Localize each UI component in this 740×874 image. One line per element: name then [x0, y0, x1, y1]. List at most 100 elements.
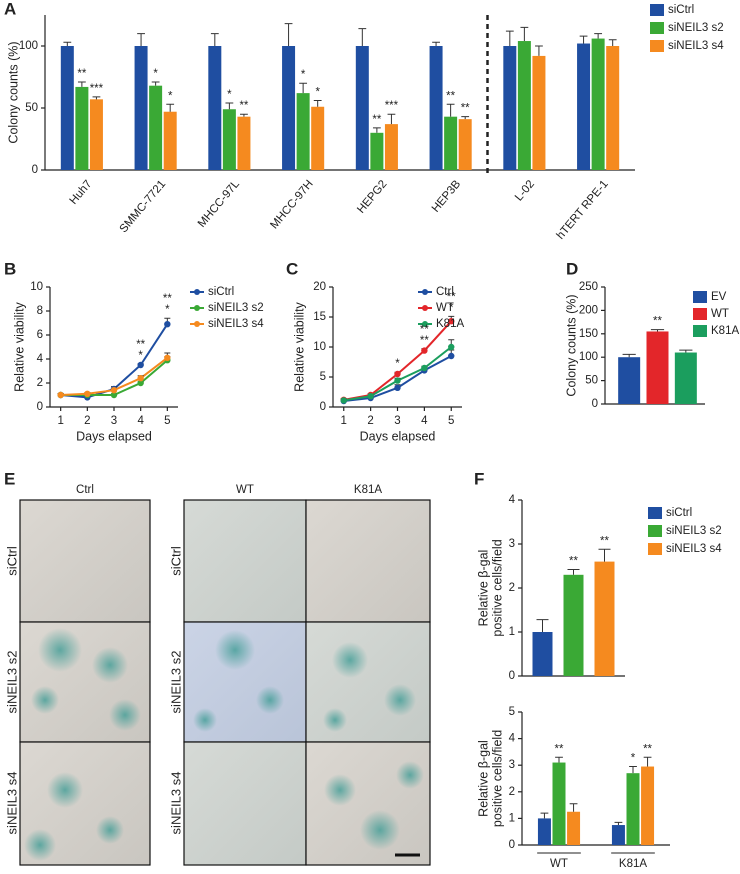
legend-marker	[422, 305, 428, 311]
point	[448, 352, 455, 360]
bar	[532, 632, 553, 676]
legend-marker	[194, 305, 200, 311]
x-tick-label: 4	[421, 415, 428, 427]
legend-label: siNEIL3 s2	[666, 525, 722, 537]
bar	[208, 46, 222, 170]
significance: **	[569, 556, 578, 568]
legend-label: siNEIL3 s2	[208, 302, 264, 314]
y-tick-label: 4	[37, 353, 44, 365]
error-bar	[622, 353, 636, 358]
x-tick-label: 1	[57, 415, 63, 427]
micrograph-tiles	[19, 499, 431, 866]
point	[110, 387, 118, 394]
y-tick-label: 2	[509, 786, 515, 798]
point	[394, 377, 401, 384]
error-bar	[92, 96, 101, 100]
point	[137, 375, 144, 382]
x-tick-label: 5	[448, 415, 454, 427]
significance: **	[555, 743, 564, 755]
bar	[646, 331, 669, 404]
y-axis-label: Relative viability	[12, 301, 26, 391]
significance: ***	[90, 83, 104, 95]
error-bar	[387, 113, 396, 125]
bar	[606, 46, 620, 170]
significance: **	[461, 103, 470, 115]
bar	[537, 818, 551, 845]
error-bar	[536, 619, 549, 632]
error-bar	[284, 23, 293, 46]
error-bar	[63, 41, 72, 46]
error-bar	[567, 569, 580, 575]
bar	[296, 93, 310, 170]
significance: *	[168, 90, 173, 102]
significance: *	[449, 302, 454, 314]
legend-swatch	[648, 507, 662, 519]
significance: **	[600, 535, 609, 547]
legend-swatch	[693, 291, 707, 303]
significance: **	[447, 291, 456, 303]
panel-label: D	[566, 259, 578, 278]
y-tick-label: 1	[509, 626, 515, 638]
error-bar	[520, 26, 529, 42]
point	[448, 318, 455, 325]
y-tick-label: 50	[585, 375, 598, 387]
y-tick-label: 15	[313, 311, 326, 323]
y-axis-label: positive cells/field	[490, 539, 504, 636]
error-bar	[461, 116, 470, 120]
x-axis-label: Days elapsed	[76, 429, 152, 443]
bar	[60, 46, 74, 170]
legend-label: siCtrl	[208, 286, 234, 298]
bar	[674, 352, 697, 404]
micrograph-panel: E Ctrl WT K81A siCtrl siNEIL3 s2 siNEIL3…	[4, 469, 431, 866]
point	[164, 321, 171, 328]
y-tick-label: 4	[509, 494, 516, 506]
column-header: K81A	[354, 484, 382, 496]
y-tick-label: 3	[509, 759, 515, 771]
y-axis-label: Relative viability	[292, 301, 306, 391]
y-tick-label: 0	[509, 839, 515, 851]
bar	[384, 124, 398, 170]
legend-label: siNEIL3 s4	[208, 318, 264, 330]
error-bar	[210, 33, 219, 46]
bar	[532, 55, 546, 170]
bar	[75, 86, 89, 170]
error-bar	[77, 81, 86, 87]
significance: *	[227, 89, 232, 101]
error-bar	[225, 102, 234, 110]
row-label: siCtrl	[168, 546, 183, 576]
point	[394, 384, 401, 391]
error-bar	[679, 349, 693, 353]
bar	[355, 46, 369, 170]
significance: *	[165, 304, 170, 316]
bar	[370, 132, 384, 170]
legend-label: EV	[711, 291, 727, 303]
bar	[429, 46, 443, 170]
legend-label: siNEIL3 s4	[666, 543, 722, 555]
legend-swatch	[693, 325, 707, 337]
legend-label: Ctrl	[436, 286, 454, 298]
bar	[577, 43, 591, 170]
x-tick-label: HEPG2	[355, 178, 389, 216]
point	[110, 391, 118, 399]
x-tick-label: 2	[367, 415, 373, 427]
point	[137, 361, 144, 369]
y-tick-label: 200	[579, 304, 598, 316]
legend-swatch	[650, 4, 664, 16]
point	[394, 370, 401, 378]
error-bar	[166, 103, 175, 112]
bar	[444, 116, 458, 170]
error-bar	[372, 127, 381, 133]
row-label: siNEIL3 s2	[168, 651, 183, 714]
error-bar	[614, 821, 623, 826]
x-axis-label: Days elapsed	[360, 429, 436, 443]
column-header: Ctrl	[76, 484, 94, 496]
bar	[517, 41, 531, 170]
y-tick-label: 3	[509, 538, 515, 550]
point	[367, 393, 374, 400]
x-tick-label: Huh7	[68, 178, 95, 207]
y-tick-label: 2	[509, 582, 515, 594]
significance: *	[631, 753, 636, 765]
significance: **	[372, 114, 381, 126]
legend-swatch	[650, 40, 664, 52]
significance: *	[315, 87, 320, 99]
